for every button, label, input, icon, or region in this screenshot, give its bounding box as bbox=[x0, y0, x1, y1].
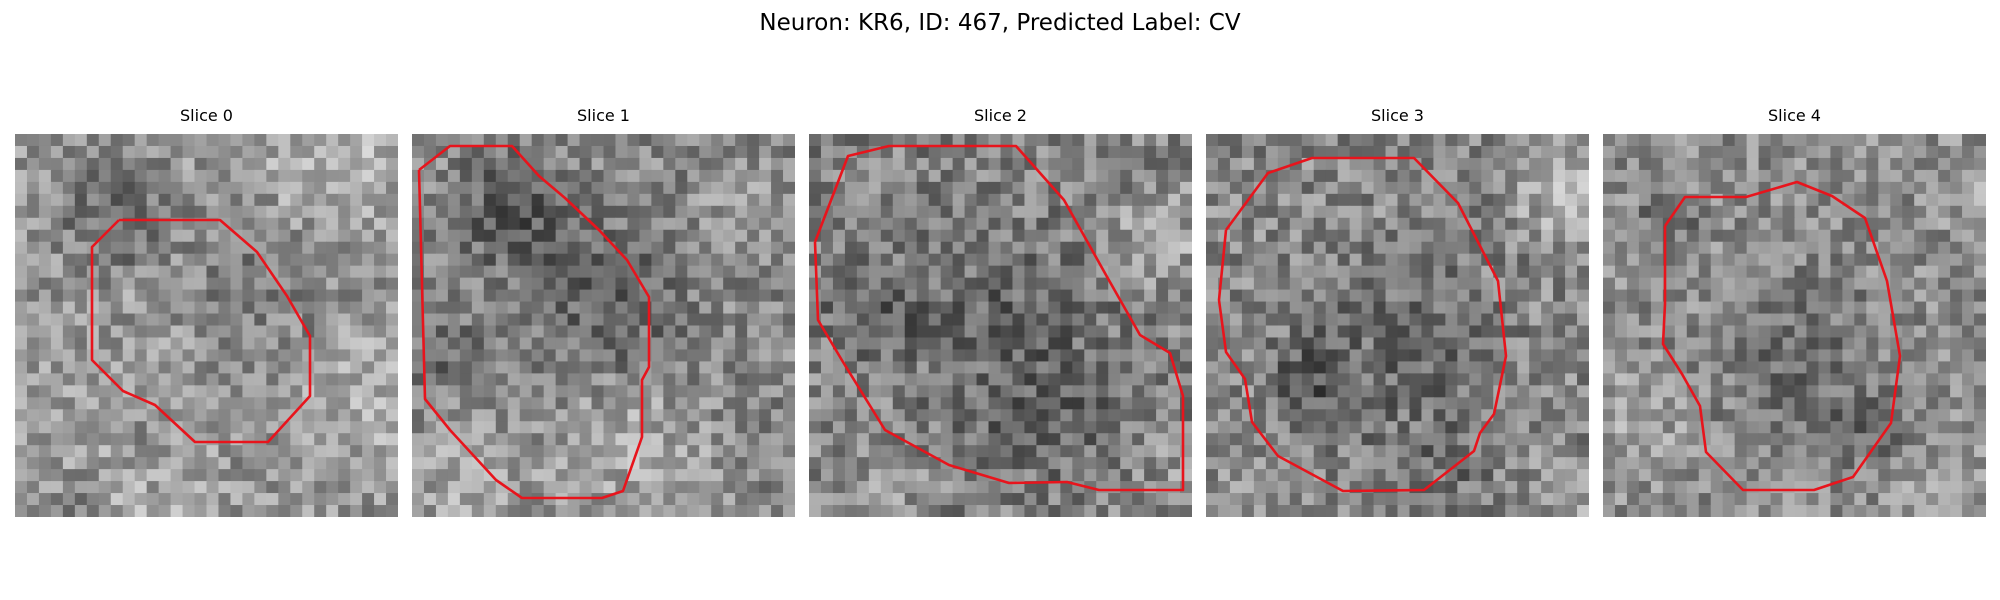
slice-image-1 bbox=[412, 134, 795, 517]
slice-image-2 bbox=[809, 134, 1192, 517]
cell-outline bbox=[417, 144, 651, 500]
slice-image-3 bbox=[1206, 134, 1589, 517]
slice-title-0: Slice 0 bbox=[180, 106, 233, 125]
cell-outline bbox=[1661, 180, 1902, 492]
slice-image-0 bbox=[15, 134, 398, 517]
figure-title: Neuron: KR6, ID: 467, Predicted Label: C… bbox=[759, 10, 1241, 36]
slice-image-4 bbox=[1603, 134, 1986, 517]
cell-outline bbox=[813, 144, 1185, 492]
slice-title-1: Slice 1 bbox=[577, 106, 630, 125]
slice-title-3: Slice 3 bbox=[1371, 106, 1424, 125]
cell-outline bbox=[90, 218, 312, 444]
slice-title-4: Slice 4 bbox=[1768, 106, 1821, 125]
slice-title-2: Slice 2 bbox=[974, 106, 1027, 125]
cell-outline bbox=[1217, 156, 1508, 493]
